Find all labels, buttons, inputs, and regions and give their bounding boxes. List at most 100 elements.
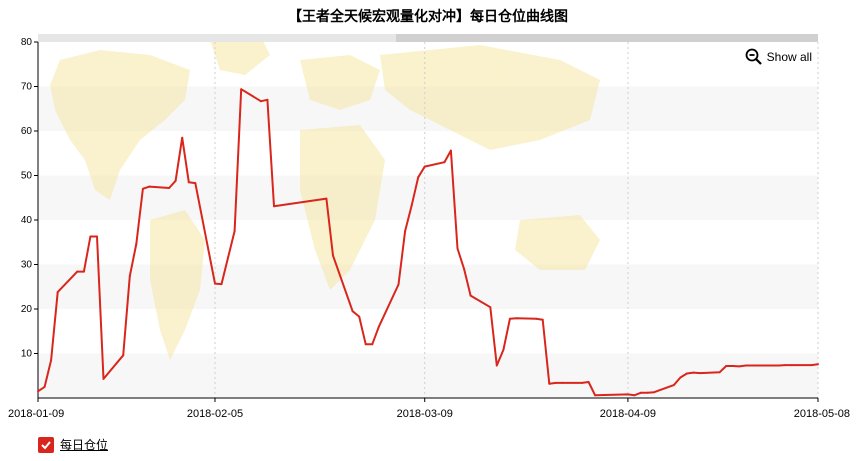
legend-item[interactable]: 每日仓位 <box>38 436 108 453</box>
data-point[interactable] <box>626 393 629 396</box>
data-point[interactable] <box>273 205 275 208</box>
data-point[interactable] <box>233 230 236 233</box>
data-point[interactable] <box>495 364 498 367</box>
data-point[interactable] <box>790 364 793 367</box>
data-point[interactable] <box>692 371 695 374</box>
data-point[interactable] <box>744 364 747 367</box>
data-point[interactable] <box>718 371 721 374</box>
data-point[interactable] <box>43 385 46 388</box>
data-point[interactable] <box>227 256 230 259</box>
data-point[interactable] <box>548 382 551 385</box>
data-point[interactable] <box>122 354 125 357</box>
data-point[interactable] <box>332 254 334 257</box>
data-point[interactable] <box>810 364 813 367</box>
data-point[interactable] <box>731 365 734 367</box>
map-south-america <box>150 210 205 360</box>
y-axis: 10 20 30 40 50 60 70 80 <box>21 37 39 398</box>
data-point[interactable] <box>220 283 223 286</box>
chart-title: 【王者全天候宏观量化对冲】每日仓位曲线图 <box>288 9 568 25</box>
data-point[interactable] <box>417 176 420 179</box>
legend-label: 每日仓位 <box>60 438 109 452</box>
data-point[interactable] <box>148 185 151 188</box>
data-point[interactable] <box>587 381 590 383</box>
data-point[interactable] <box>325 197 328 200</box>
data-point[interactable] <box>449 149 452 152</box>
data-point[interactable] <box>56 291 59 294</box>
data-point[interactable] <box>640 391 642 394</box>
data-point[interactable] <box>672 384 675 387</box>
data-point[interactable] <box>679 376 682 379</box>
show-all-label: Show all <box>766 50 812 64</box>
data-point[interactable] <box>502 348 505 351</box>
data-point[interactable] <box>76 270 79 273</box>
vertical-grid <box>214 42 819 398</box>
data-point[interactable] <box>541 318 544 321</box>
data-point[interactable] <box>358 315 361 318</box>
y-tick-label: 50 <box>21 171 33 182</box>
data-point[interactable] <box>377 325 380 328</box>
scrollbar-thumb[interactable] <box>396 34 818 42</box>
data-point[interactable] <box>50 359 53 362</box>
data-point[interactable] <box>581 381 583 384</box>
x-tick-label: 2018-03-09 <box>397 408 453 420</box>
data-point[interactable] <box>423 165 426 168</box>
data-point[interactable] <box>561 381 564 384</box>
data-point[interactable] <box>181 136 184 139</box>
data-point[interactable] <box>594 394 597 397</box>
data-point[interactable] <box>371 343 374 346</box>
data-point[interactable] <box>37 390 39 393</box>
data-point[interactable] <box>685 372 688 375</box>
data-point[interactable] <box>508 317 511 320</box>
y-tick-label: 70 <box>21 82 33 93</box>
show-all-button[interactable]: Show all <box>745 48 812 66</box>
map-greenland <box>210 35 270 75</box>
zoom-out-icon <box>745 48 762 65</box>
data-point[interactable] <box>82 270 85 273</box>
data-point[interactable] <box>404 230 407 233</box>
data-point[interactable] <box>738 365 741 368</box>
data-point[interactable] <box>410 204 413 207</box>
data-point[interactable] <box>817 363 819 366</box>
data-point[interactable] <box>102 377 105 380</box>
data-point[interactable] <box>214 282 216 285</box>
data-point[interactable] <box>351 310 354 313</box>
data-point[interactable] <box>141 187 144 190</box>
data-point[interactable] <box>784 364 787 367</box>
data-point[interactable] <box>515 317 518 320</box>
checkbox-icon[interactable] <box>38 436 54 453</box>
data-point[interactable] <box>240 88 243 91</box>
data-point[interactable] <box>633 394 636 397</box>
y-tick-label: 30 <box>21 260 33 271</box>
data-point[interactable] <box>194 182 197 185</box>
data-point[interactable] <box>699 372 701 375</box>
map-africa <box>300 125 385 290</box>
data-point[interactable] <box>259 100 262 103</box>
data-point[interactable] <box>96 235 98 238</box>
data-point[interactable] <box>128 275 131 278</box>
data-point[interactable] <box>89 235 92 238</box>
x-axis: 2018-01-09 2018-02-05 2018-03-09 2018-04-09… <box>8 397 850 420</box>
data-point[interactable] <box>187 181 190 184</box>
data-point[interactable] <box>777 364 780 367</box>
data-point[interactable] <box>489 306 492 309</box>
data-point[interactable] <box>266 98 269 101</box>
data-point[interactable] <box>463 268 466 270</box>
data-point[interactable] <box>174 179 177 182</box>
map-north-america <box>50 50 190 200</box>
data-point[interactable] <box>646 391 649 394</box>
data-point[interactable] <box>364 343 367 346</box>
data-point[interactable] <box>725 365 728 367</box>
data-point[interactable] <box>397 283 400 286</box>
data-point[interactable] <box>135 243 138 245</box>
data-point[interactable] <box>443 161 446 164</box>
data-point[interactable] <box>168 187 171 189</box>
data-point[interactable] <box>535 317 538 320</box>
data-point[interactable] <box>554 381 557 384</box>
x-tick-label: 2018-01-09 <box>8 408 64 420</box>
data-point[interactable] <box>469 294 472 297</box>
data-point[interactable] <box>653 391 656 394</box>
map-asia <box>380 45 600 150</box>
data-point[interactable] <box>456 247 459 250</box>
world-map-background <box>50 35 600 360</box>
